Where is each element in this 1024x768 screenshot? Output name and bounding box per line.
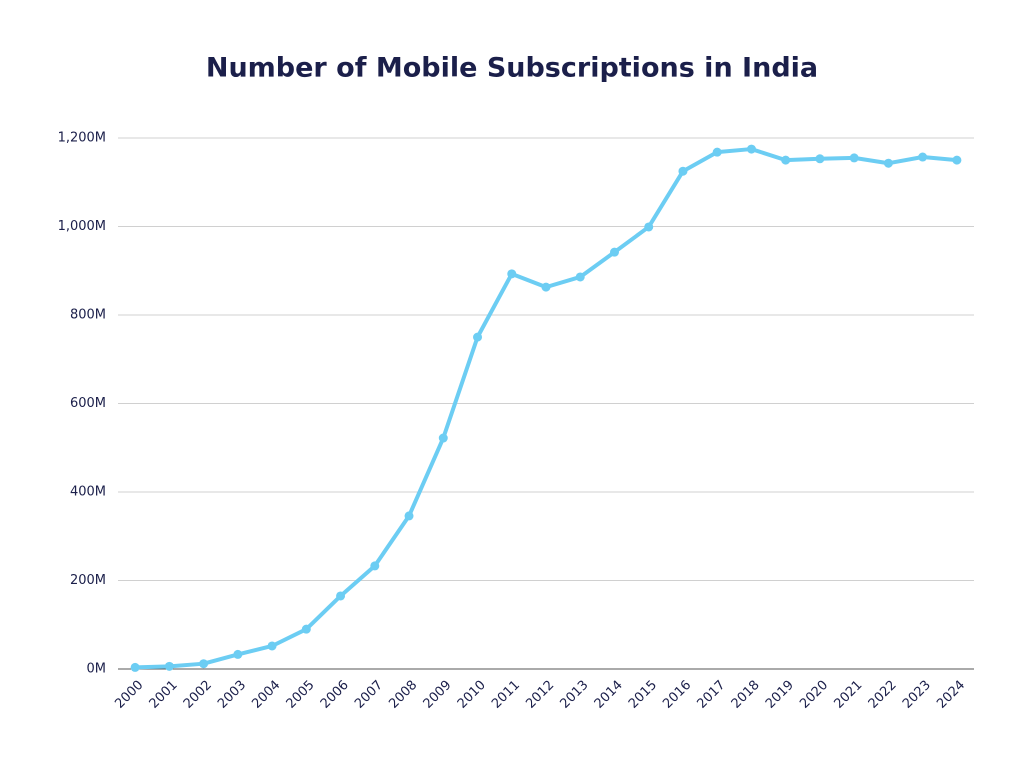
x-tick-label: 2007 xyxy=(352,678,386,712)
x-tick-label: 2003 xyxy=(215,678,249,712)
point xyxy=(712,147,722,157)
y-tick-label: 600M xyxy=(70,396,106,411)
point xyxy=(678,166,688,176)
point xyxy=(575,272,585,282)
x-tick-label: 2015 xyxy=(626,678,660,712)
x-tick-label: 2016 xyxy=(660,678,694,712)
point xyxy=(541,282,551,292)
point xyxy=(746,144,756,154)
point xyxy=(199,659,209,669)
point xyxy=(849,153,859,163)
x-tick-label: 2000 xyxy=(112,678,146,712)
x-tick-label: 2014 xyxy=(592,678,626,712)
x-tick-label: 2020 xyxy=(797,678,831,712)
y-tick-label: 400M xyxy=(70,485,106,500)
x-tick-label: 2013 xyxy=(558,678,592,712)
chart-title: Number of Mobile Subscriptions in India xyxy=(206,53,818,84)
point xyxy=(370,561,380,571)
point xyxy=(609,247,619,257)
point xyxy=(438,433,448,443)
point xyxy=(507,269,517,279)
x-tick-label: 2021 xyxy=(831,678,865,712)
point xyxy=(918,152,928,162)
point xyxy=(233,649,243,659)
x-tick-label: 2023 xyxy=(900,678,934,712)
x-tick-label: 2011 xyxy=(489,678,523,712)
point xyxy=(883,158,893,168)
x-tick-label: 2010 xyxy=(455,678,489,712)
x-tick-label: 2024 xyxy=(934,678,968,712)
x-tick-label: 2019 xyxy=(763,678,797,712)
point xyxy=(301,624,311,634)
point xyxy=(781,155,791,165)
point xyxy=(473,332,483,342)
x-tick-label: 2005 xyxy=(284,678,318,712)
x-tick-label: 2017 xyxy=(694,678,728,712)
y-tick-label: 800M xyxy=(70,308,106,323)
x-tick-label: 2022 xyxy=(866,678,900,712)
x-tick-label: 2006 xyxy=(318,678,352,712)
x-tick-label: 2004 xyxy=(249,678,283,712)
point xyxy=(404,511,414,521)
point xyxy=(952,155,962,165)
x-tick-label: 2012 xyxy=(523,678,557,712)
point xyxy=(130,662,140,672)
x-tick-label: 2008 xyxy=(386,678,420,712)
y-tick-label: 200M xyxy=(70,573,106,588)
point xyxy=(336,591,346,601)
x-tick-label: 2018 xyxy=(729,678,763,712)
point xyxy=(164,661,174,671)
point xyxy=(815,154,825,164)
x-tick-label: 2001 xyxy=(147,678,181,712)
y-tick-label: 1,000M xyxy=(58,219,106,234)
y-tick-label: 1,200M xyxy=(58,131,106,146)
point xyxy=(267,641,277,651)
point xyxy=(644,222,654,232)
x-tick-label: 2002 xyxy=(181,678,215,712)
x-tick-label: 2009 xyxy=(421,678,455,712)
y-tick-label: 0M xyxy=(87,662,107,677)
